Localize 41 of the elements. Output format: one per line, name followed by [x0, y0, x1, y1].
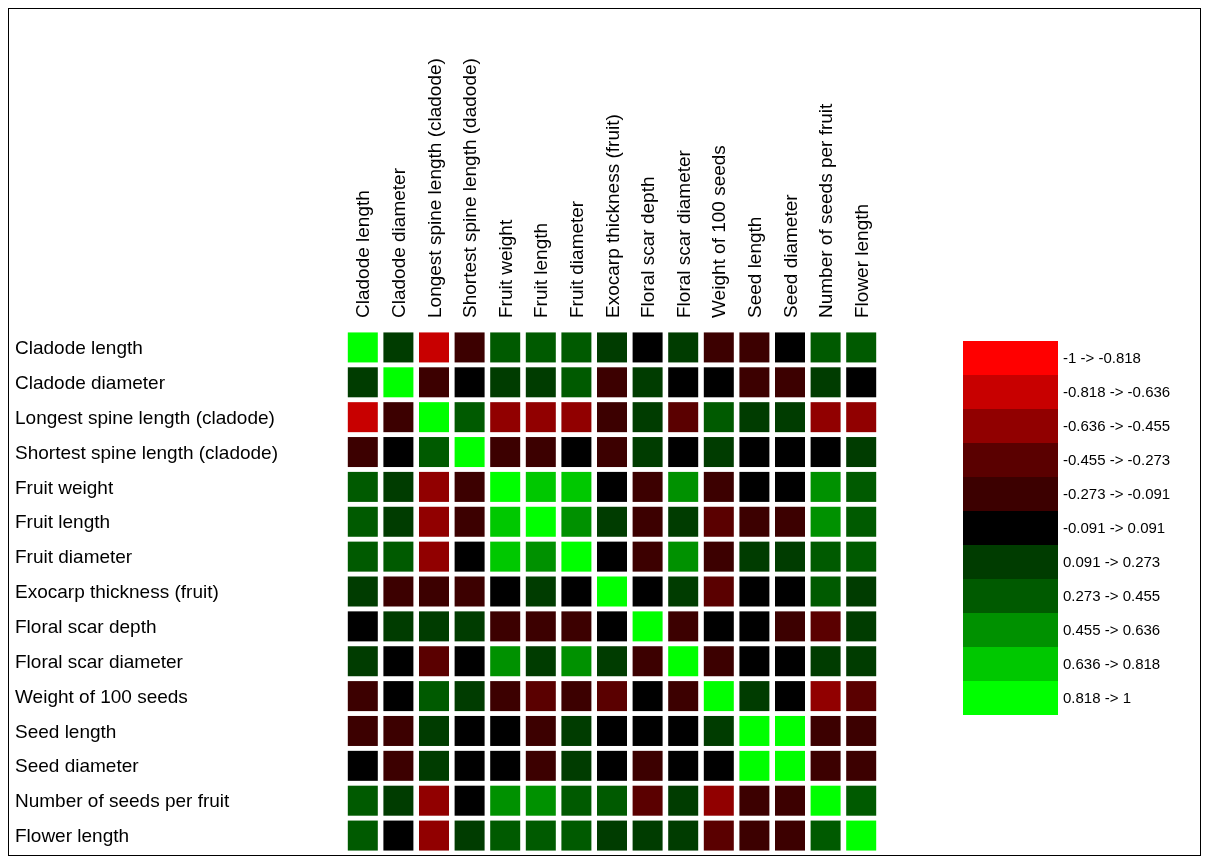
x-tick-label: Weight of 100 seeds [708, 145, 730, 318]
y-tick-label: Seed diameter [15, 755, 140, 777]
color-bar-label: 0.636 -> 0.818 [1063, 655, 1161, 673]
color-bar-label: 0.818 -> 1 [1063, 689, 1131, 707]
x-tick-label: Flower length [850, 203, 872, 318]
color-bar-label: -0.818 -> -0.636 [1063, 383, 1171, 401]
x-tick-label: Cladode diameter [388, 167, 410, 318]
color-bar-label: 0.273 -> 0.455 [1063, 587, 1161, 605]
y-tick-label: Flower length [15, 825, 130, 847]
x-tick-label: Seed length [744, 216, 766, 318]
y-tick-label: Floral scar depth [15, 616, 157, 638]
y-tick-label: Fruit diameter [15, 546, 133, 568]
x-tick-label: Fruit length [530, 222, 552, 318]
y-tick-label: Seed length [15, 720, 117, 742]
x-tick-label: Number of seeds per fruit [815, 102, 837, 318]
y-tick-label: Exocarp thickness (fruit) [15, 581, 219, 603]
x-tick-label: Seed diameter [779, 193, 801, 318]
x-tick-label: Exocarp thickness (fruit) [601, 114, 623, 318]
x-tick-label: Fruit weight [494, 219, 516, 318]
y-tick-label: Longest spine length (cladode) [15, 406, 275, 428]
x-tick-label: Longest spine length (cladode) [423, 58, 445, 318]
y-tick-label: Number of seeds per fruit [15, 790, 231, 812]
color-bar-label: -0.455 -> -0.273 [1063, 451, 1171, 469]
y-tick-label: Shortest spine length (cladode) [15, 441, 278, 463]
x-tick-label: Shortest spine length (dadode) [459, 58, 481, 318]
color-bar-label: -0.273 -> -0.091 [1063, 485, 1171, 503]
y-tick-label: Floral scar diameter [15, 650, 184, 672]
y-tick-label: Fruit weight [15, 476, 114, 498]
x-tick-label: Floral scar diameter [672, 149, 694, 318]
y-tick-label: Cladode diameter [15, 371, 166, 393]
color-bar-label: 0.455 -> 0.636 [1063, 621, 1161, 639]
y-tick-label: Weight of 100 seeds [15, 685, 188, 707]
x-tick-label: Cladode length [352, 190, 374, 318]
color-bar-label: -0.091 -> 0.091 [1063, 519, 1166, 537]
color-bar-label: -0.636 -> -0.455 [1063, 417, 1171, 435]
y-tick-label: Cladode length [15, 337, 143, 359]
x-tick-label: Floral scar depth [637, 176, 659, 318]
color-bar-label: 0.091 -> 0.273 [1063, 553, 1161, 571]
color-bar-label: -1 -> -0.818 [1063, 349, 1141, 367]
y-tick-label: Fruit length [15, 511, 111, 533]
x-tick-label: Fruit diameter [566, 200, 588, 318]
